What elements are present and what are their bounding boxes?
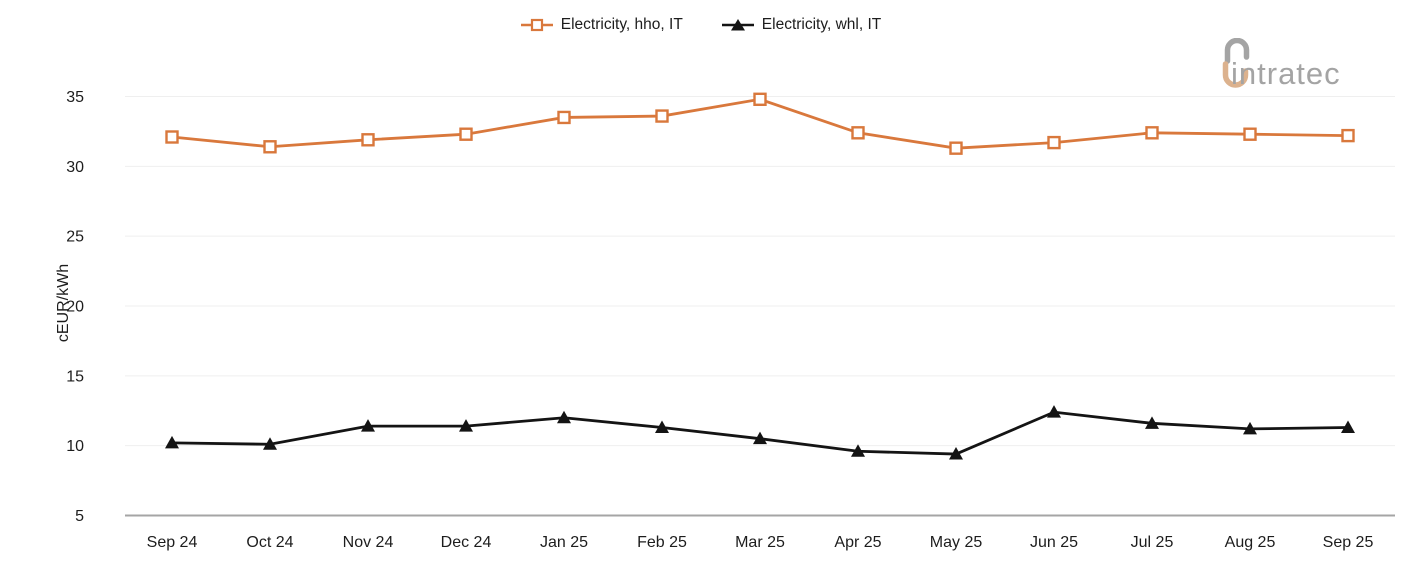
data-point-triangle-marker [949, 447, 963, 460]
logo-gray-hook-icon [1224, 37, 1250, 64]
x-tick-label: Nov 24 [343, 534, 394, 551]
series-whl [165, 405, 1355, 460]
legend-triangle-marker-icon [721, 19, 754, 31]
x-tick-label: Jan 25 [540, 534, 588, 551]
data-point-triangle-marker [263, 437, 277, 450]
y-tick-label: 10 [66, 438, 84, 455]
data-point-square-marker [1145, 126, 1159, 140]
logo-tan-hook-icon [1222, 61, 1249, 88]
x-tick-label: Dec 24 [441, 534, 492, 551]
data-point-square-marker [459, 127, 473, 141]
y-tick-label: 15 [66, 368, 84, 385]
x-tick-label: Aug 25 [1225, 534, 1276, 551]
data-point-triangle-marker [655, 420, 669, 434]
x-tick-label: May 25 [930, 534, 983, 551]
data-point-triangle-marker [165, 435, 179, 449]
y-tick-label: 35 [66, 89, 84, 106]
data-point-triangle-marker [1145, 416, 1159, 429]
legend-item-electricity-whl[interactable]: Electricity, whl, IT [721, 16, 881, 34]
legend: Electricity, hho, IT Electricity, whl, I… [0, 16, 1401, 34]
data-point-triangle-marker [753, 431, 767, 445]
legend-square-glyph [530, 18, 543, 32]
data-point-square-marker [263, 140, 277, 154]
x-tick-label: Sep 24 [147, 534, 198, 551]
x-tick-label: Jun 25 [1030, 534, 1078, 551]
data-point-square-marker [753, 92, 767, 106]
series-line [171, 97, 1349, 150]
legend-label-whl: Electricity, whl, IT [761, 16, 882, 33]
data-point-square-marker [1047, 135, 1061, 150]
legend-square-marker-icon [520, 18, 553, 32]
series-hho [165, 92, 1355, 155]
legend-label-hho: Electricity, hho, IT [560, 16, 683, 33]
data-point-triangle-marker [557, 410, 571, 424]
legend-item-electricity-hho[interactable]: Electricity, hho, IT [520, 16, 683, 34]
data-point-triangle-marker [1047, 405, 1061, 418]
logo-text: intratec [1231, 56, 1341, 91]
data-point-square-marker [655, 109, 669, 123]
data-point-square-marker [557, 110, 571, 125]
x-tick-label: Oct 24 [246, 534, 293, 551]
data-point-triangle-marker [1341, 420, 1355, 434]
intratec-logo-icon: intratec [1222, 37, 1341, 91]
x-tick-label: Sep 25 [1323, 534, 1374, 551]
data-point-square-marker [949, 141, 963, 155]
data-point-square-marker [361, 133, 375, 147]
data-point-triangle-marker [851, 444, 865, 457]
data-point-square-marker [1243, 127, 1257, 141]
intratec-logo: intratec [1221, 37, 1381, 98]
data-point-triangle-marker [459, 419, 473, 432]
y-tick-label: 30 [66, 159, 84, 176]
x-tick-label: Feb 25 [637, 534, 687, 551]
legend-triangle-glyph [730, 19, 745, 31]
y-tick-label: 20 [66, 299, 84, 316]
data-point-square-marker [851, 126, 865, 140]
x-tick-label: Jul 25 [1131, 534, 1174, 551]
data-point-square-marker [1341, 128, 1355, 143]
data-point-triangle-marker [361, 419, 375, 432]
data-point-square-marker [165, 130, 179, 144]
y-tick-label: 5 [75, 508, 84, 525]
x-tick-label: Mar 25 [735, 534, 785, 551]
data-point-triangle-marker [1243, 421, 1257, 435]
y-tick-label: 25 [66, 229, 84, 246]
y-axis-title: cEUR/kWh [55, 263, 72, 343]
x-tick-label: Apr 25 [834, 534, 881, 551]
